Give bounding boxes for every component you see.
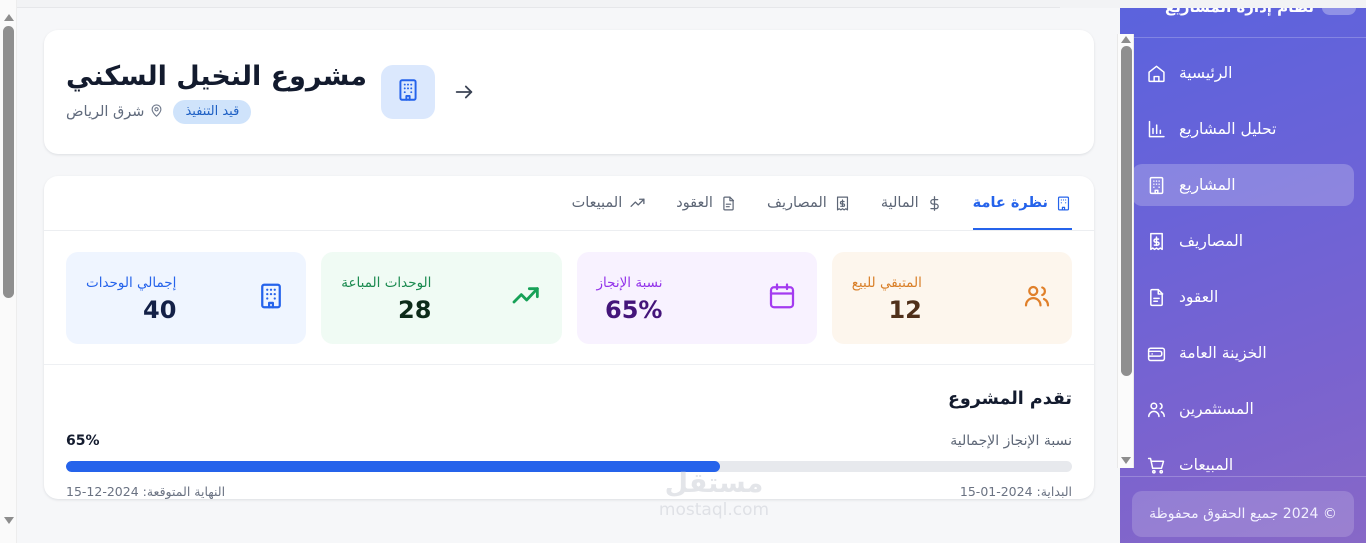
sidebar-item-label: الخزينة العامة	[1179, 344, 1267, 362]
page-title: مشروع النخيل السكني	[66, 60, 367, 92]
scroll-down-arrow-icon[interactable]	[3, 517, 14, 525]
sidebar-item-label: العقود	[1179, 288, 1219, 306]
cart-icon	[1146, 455, 1167, 476]
users-icon	[1146, 399, 1167, 420]
project-location-label: شرق الرياض	[66, 104, 145, 121]
tab-label: المبيعات	[571, 195, 623, 211]
tab-contracts[interactable]: العقود	[676, 176, 737, 230]
tab-sales[interactable]: المبيعات	[572, 176, 647, 230]
home-icon	[1146, 63, 1167, 84]
sidebar-item-expenses[interactable]: المصاريف	[1132, 220, 1354, 262]
status-badge: قيد التنفيذ	[173, 100, 252, 125]
tab-label: العقود	[676, 195, 713, 211]
building-icon	[1146, 175, 1167, 196]
progress-start-date: البداية: 2024-01-15	[959, 484, 1072, 499]
app-brand-title: نظام إدارة المشاريع	[1165, 8, 1314, 16]
map-pin-icon	[149, 103, 164, 122]
window-top-band	[17, 0, 1366, 8]
stat-card-completion: نسبة الإنجاز 65%	[576, 252, 817, 344]
building-icon	[1055, 195, 1072, 212]
sidebar-footer: © 2024 جميع الحقوق محفوظة	[1132, 491, 1354, 537]
stat-card-remaining: المتبقي للبيع 12	[831, 252, 1072, 344]
users-icon	[1022, 281, 1052, 315]
sidebar-item-home[interactable]: الرئيسية	[1132, 52, 1354, 94]
stat-card-total-units: إجمالي الوحدات 40	[66, 252, 307, 344]
dollar-icon	[926, 195, 943, 212]
tab-expenses[interactable]: المصاريف	[767, 176, 851, 230]
project-avatar	[380, 65, 435, 119]
project-header-texts: مشروع النخيل السكني شرق الرياض قيد	[66, 60, 367, 125]
stat-card-sold: الوحدات المباعة 28	[321, 252, 562, 344]
progress-dates: البداية: 2024-01-15 النهاية المتوقعة: 20…	[66, 484, 1072, 499]
sidebar-item-label: الرئيسية	[1179, 64, 1233, 82]
project-header-card: مشروع النخيل السكني شرق الرياض قيد	[44, 30, 1094, 154]
stat-value: 65%	[605, 295, 663, 324]
app-scrollbar-vertical[interactable]	[1117, 34, 1134, 468]
tab-label: المصاريف	[766, 195, 827, 211]
sidebar-item-contracts[interactable]: العقود	[1132, 276, 1354, 318]
tab-financial[interactable]: المالية	[881, 176, 943, 230]
stat-value: 28	[398, 295, 432, 324]
trend-up-icon	[510, 280, 542, 316]
scrollbar-thumb[interactable]	[3, 26, 14, 298]
wallet-icon	[1146, 343, 1167, 364]
arrow-right-icon[interactable]	[449, 77, 479, 107]
tab-label: نظرة عامة	[972, 195, 1048, 211]
progress-end-date: النهاية المتوقعة: 2024-12-15	[66, 484, 226, 499]
sidebar-collapse-toggle[interactable]	[1322, 8, 1356, 15]
sidebar-item-projects[interactable]: المشاريع	[1132, 164, 1354, 206]
scrollbar-thumb[interactable]	[1121, 46, 1132, 376]
browser-scrollbar-vertical[interactable]	[0, 0, 17, 543]
sidebar-nav: الرئيسية تحليل المشاريع	[1120, 38, 1366, 486]
stat-card-row: المتبقي للبيع 12	[44, 231, 1094, 364]
project-header-inner: مشروع النخيل السكني شرق الرياض قيد	[66, 60, 479, 125]
sidebar-item-label: تحليل المشاريع	[1179, 120, 1277, 138]
sidebar-divider	[1120, 476, 1366, 477]
stat-label: إجمالي الوحدات	[86, 275, 177, 292]
progress-title: تقدم المشروع	[947, 389, 1072, 409]
main-content: مشروع النخيل السكني شرق الرياض قيد	[34, 8, 1117, 543]
progress-label: نسبة الإنجاز الإجمالية	[950, 433, 1072, 449]
tab-overview[interactable]: نظرة عامة	[972, 176, 1072, 230]
document-icon	[1146, 287, 1167, 308]
stat-value: 12	[888, 295, 922, 324]
scroll-down-arrow-icon[interactable]	[1121, 457, 1131, 464]
tab-bar: نظرة عامة المالية	[44, 176, 1094, 231]
page-canvas: مشروع النخيل السكني شرق الرياض قيد	[17, 8, 1366, 543]
receipt-icon	[834, 195, 851, 212]
document-icon	[720, 195, 737, 212]
sidebar-item-label: المستثمرين	[1179, 400, 1254, 418]
stat-label: الوحدات المباعة	[341, 275, 432, 292]
receipt-icon	[1146, 231, 1167, 252]
tab-label: المالية	[880, 195, 919, 211]
stat-label: المتبقي للبيع	[851, 275, 922, 292]
progress-percent: 65%	[66, 433, 100, 449]
calendar-icon	[767, 281, 797, 315]
sidebar-item-label: المصاريف	[1179, 232, 1243, 250]
sidebar-item-investors[interactable]: المستثمرين	[1132, 388, 1354, 430]
project-meta: شرق الرياض قيد التنفيذ	[66, 100, 367, 125]
sidebar-item-label: المبيعات	[1179, 456, 1234, 474]
progress-bar-track	[66, 461, 1072, 472]
stat-label: نسبة الإنجاز	[596, 275, 663, 292]
sidebar-item-treasury[interactable]: الخزينة العامة	[1132, 332, 1354, 374]
scroll-up-arrow-icon[interactable]	[3, 14, 14, 22]
project-location: شرق الرياض	[66, 103, 164, 122]
building-icon	[395, 77, 421, 107]
building-icon	[256, 281, 286, 315]
trend-up-icon	[629, 195, 646, 212]
progress-row: نسبة الإنجاز الإجمالية 65%	[66, 433, 1072, 449]
sidebar-item-analytics[interactable]: تحليل المشاريع	[1132, 108, 1354, 150]
sidebar-header: نظام إدارة المشاريع	[1120, 8, 1366, 38]
sidebar-item-sales[interactable]: المبيعات	[1132, 444, 1354, 486]
project-progress-panel: تقدم المشروع نسبة الإنجاز الإجمالية 65% …	[44, 364, 1094, 499]
sidebar-item-label: المشاريع	[1179, 176, 1236, 194]
sidebar: نظام إدارة المشاريع الرئيسية	[1120, 8, 1366, 543]
scroll-up-arrow-icon[interactable]	[1121, 36, 1131, 43]
progress-bar-fill	[66, 461, 720, 472]
bar-chart-icon	[1146, 119, 1167, 140]
project-detail-card: نظرة عامة المالية	[44, 176, 1094, 499]
stat-value: 40	[143, 295, 177, 324]
